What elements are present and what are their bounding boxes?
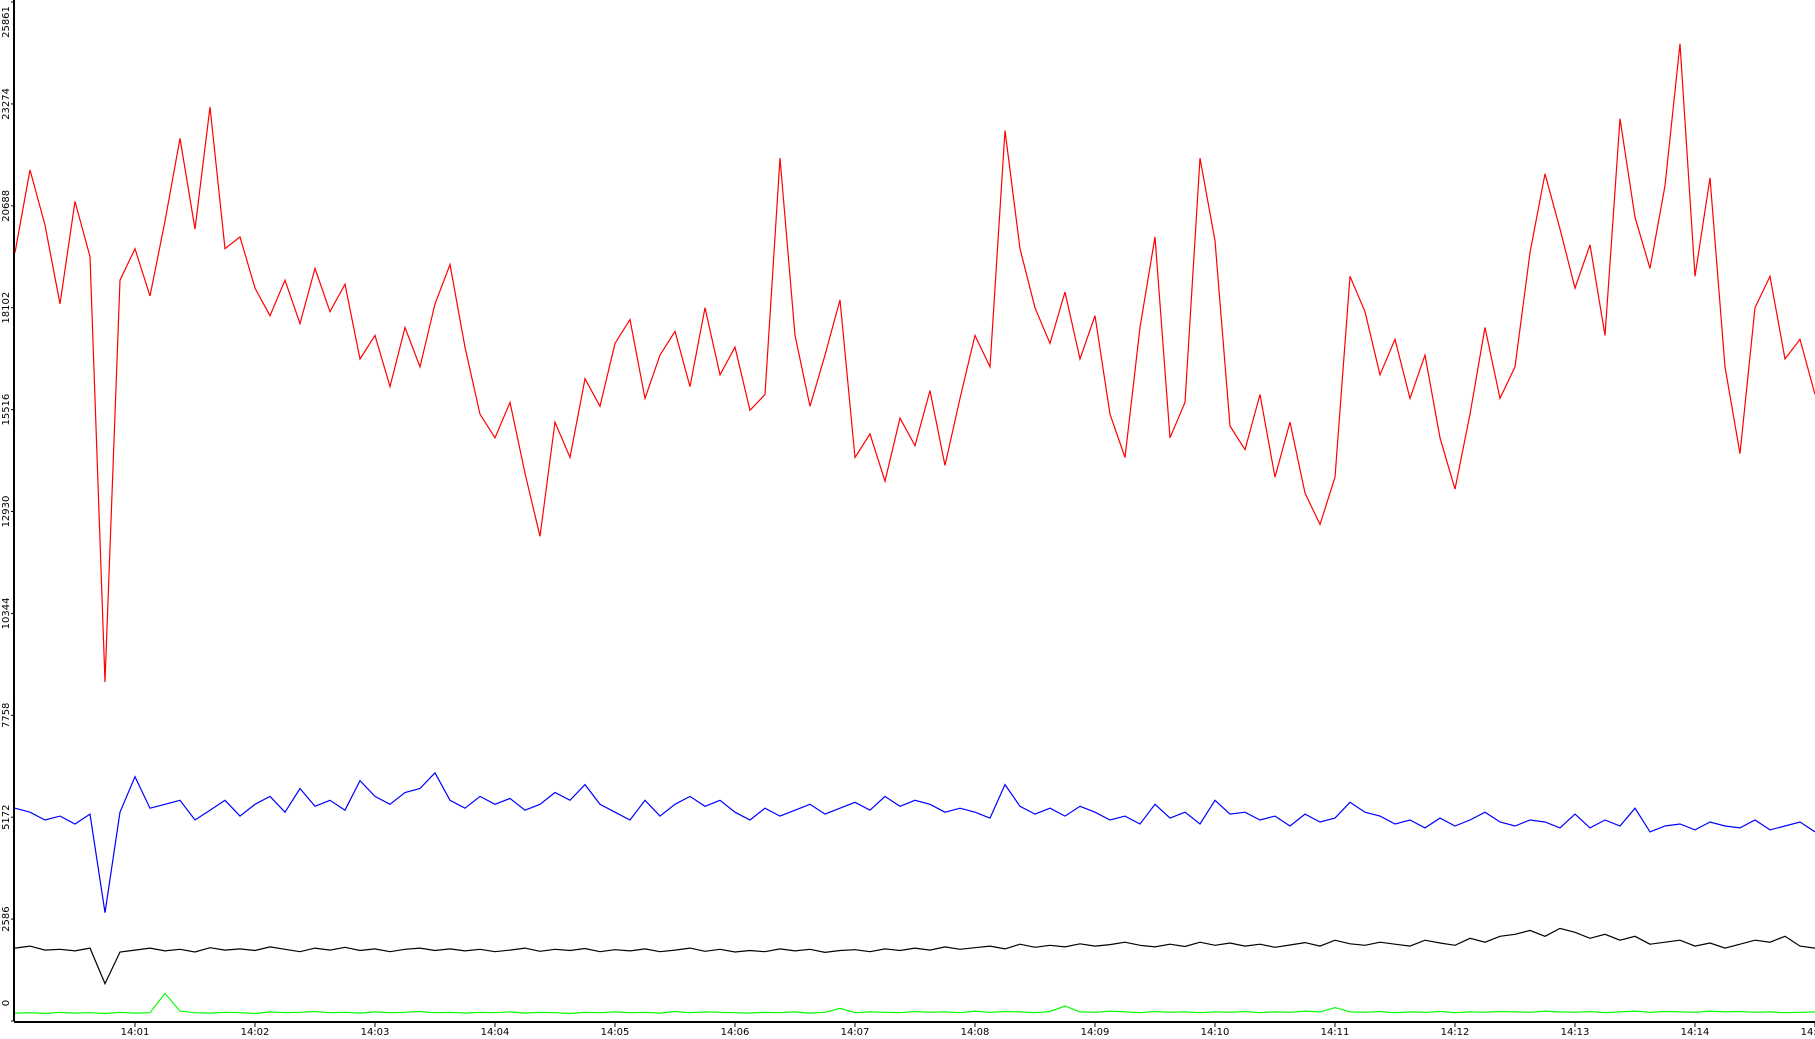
x-tick-label: 14:15 xyxy=(1801,1027,1815,1038)
y-tick-label: 15516 xyxy=(1,394,12,426)
x-tick-label: 14:01 xyxy=(121,1027,150,1038)
y-tick-label: 5172 xyxy=(1,804,12,829)
y-tick-label: 25861 xyxy=(1,6,12,38)
x-tick-label: 14:11 xyxy=(1321,1027,1350,1038)
series-line xyxy=(14,771,1815,913)
series-line xyxy=(14,927,1815,986)
x-tick-label: 14:07 xyxy=(841,1027,870,1038)
x-tick-label: 14:09 xyxy=(1081,1027,1110,1038)
x-tick-label: 14:12 xyxy=(1441,1027,1470,1038)
x-tick-label: 14:13 xyxy=(1561,1027,1590,1038)
x-tick-label: 14:04 xyxy=(481,1027,510,1038)
series-line xyxy=(14,43,1815,683)
y-tick-label: 10344 xyxy=(1,598,12,630)
x-tick-label: 14:10 xyxy=(1201,1027,1230,1038)
y-tick-label: 18102 xyxy=(1,292,12,324)
y-tick-label: 7758 xyxy=(1,703,12,728)
x-tick-label: 14:05 xyxy=(601,1027,630,1038)
y-tick-label: 2586 xyxy=(1,906,12,931)
x-tick-label: 14:03 xyxy=(361,1027,390,1038)
x-tick-label: 14:06 xyxy=(721,1027,750,1038)
y-tick-label: 23274 xyxy=(1,88,12,120)
y-tick-label: 0 xyxy=(1,1000,12,1006)
x-tick-label: 14:02 xyxy=(241,1027,270,1038)
y-tick-label: 20688 xyxy=(1,190,12,222)
series-line xyxy=(14,992,1815,1015)
x-tick-label: 14:14 xyxy=(1681,1027,1710,1038)
x-tick-label: 14:08 xyxy=(961,1027,990,1038)
y-tick-label: 12930 xyxy=(1,496,12,528)
